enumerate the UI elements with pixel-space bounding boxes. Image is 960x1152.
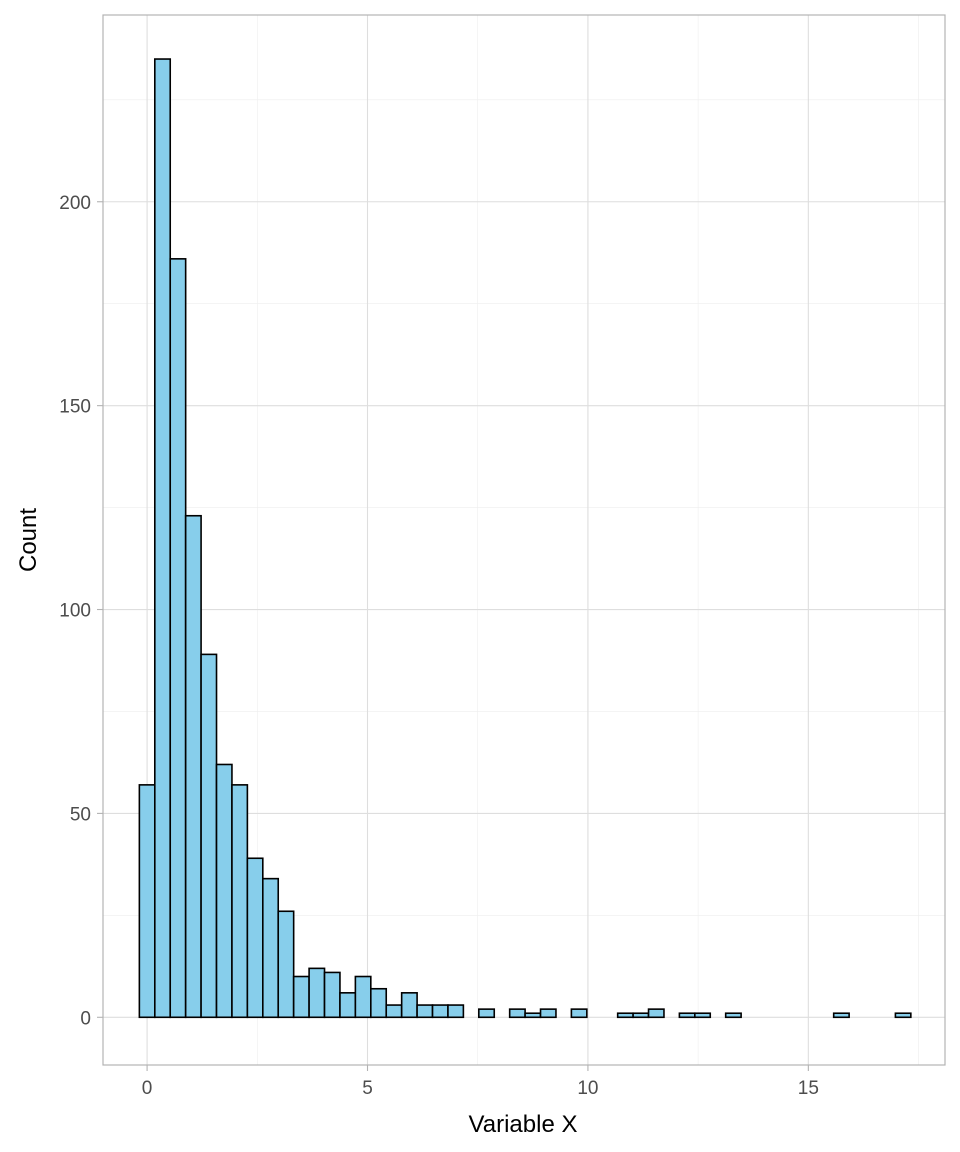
histogram-bar xyxy=(339,992,357,1019)
histogram-bar xyxy=(262,877,280,1019)
y-tick-label: 200 xyxy=(59,193,91,214)
histogram-bar xyxy=(169,258,187,1019)
histogram-bar xyxy=(447,1004,465,1019)
histogram-bar xyxy=(694,1012,712,1019)
minor-gridlines xyxy=(103,15,945,1065)
x-tick-label: 5 xyxy=(362,1078,373,1099)
histogram-bar xyxy=(539,1008,557,1019)
histogram-bar xyxy=(616,1012,634,1019)
histogram-bar xyxy=(524,1012,542,1019)
histogram-bar xyxy=(431,1004,449,1019)
histogram-bar xyxy=(570,1008,588,1019)
y-tick-label: 150 xyxy=(59,397,91,418)
y-tick-label: 50 xyxy=(70,804,91,825)
histogram-bar xyxy=(385,1004,403,1019)
histogram-bar xyxy=(894,1012,912,1019)
histogram-bar xyxy=(508,1008,526,1019)
histogram-bar xyxy=(678,1012,696,1019)
histogram-bar xyxy=(215,763,233,1019)
histogram-bar xyxy=(277,910,295,1019)
histogram-bar xyxy=(200,653,218,1019)
histogram-bar xyxy=(832,1012,850,1019)
y-axis: 0 50 100 150 200 xyxy=(59,193,103,1029)
histogram-bar xyxy=(370,987,388,1019)
x-tick-label: 10 xyxy=(577,1078,598,1099)
panel-border xyxy=(102,14,946,1066)
histogram-bar xyxy=(400,992,418,1019)
histogram-bar xyxy=(138,784,156,1019)
x-tick-label: 15 xyxy=(798,1078,819,1099)
histogram-bar xyxy=(724,1012,742,1019)
histogram-bar xyxy=(231,784,249,1019)
histogram-bar xyxy=(246,857,264,1019)
histogram-bar xyxy=(478,1008,496,1019)
histogram-bar xyxy=(308,967,326,1019)
x-tick-label: 0 xyxy=(142,1078,153,1099)
histogram-bar xyxy=(632,1012,650,1019)
x-axis: 0 5 10 15 xyxy=(142,1065,819,1099)
y-tick-label: 0 xyxy=(80,1008,91,1029)
histogram-bar xyxy=(416,1004,434,1019)
histogram-bar xyxy=(292,975,310,1019)
histogram-bar xyxy=(647,1008,665,1019)
y-axis-title: Count xyxy=(15,508,42,572)
histogram-bar xyxy=(354,975,372,1019)
histogram-bar xyxy=(184,514,202,1019)
histogram-bars xyxy=(138,58,912,1019)
histogram-bar xyxy=(323,971,341,1019)
y-tick-label: 100 xyxy=(59,601,91,622)
histogram-bar xyxy=(153,58,172,1019)
x-axis-title: Variable X xyxy=(469,1111,578,1138)
